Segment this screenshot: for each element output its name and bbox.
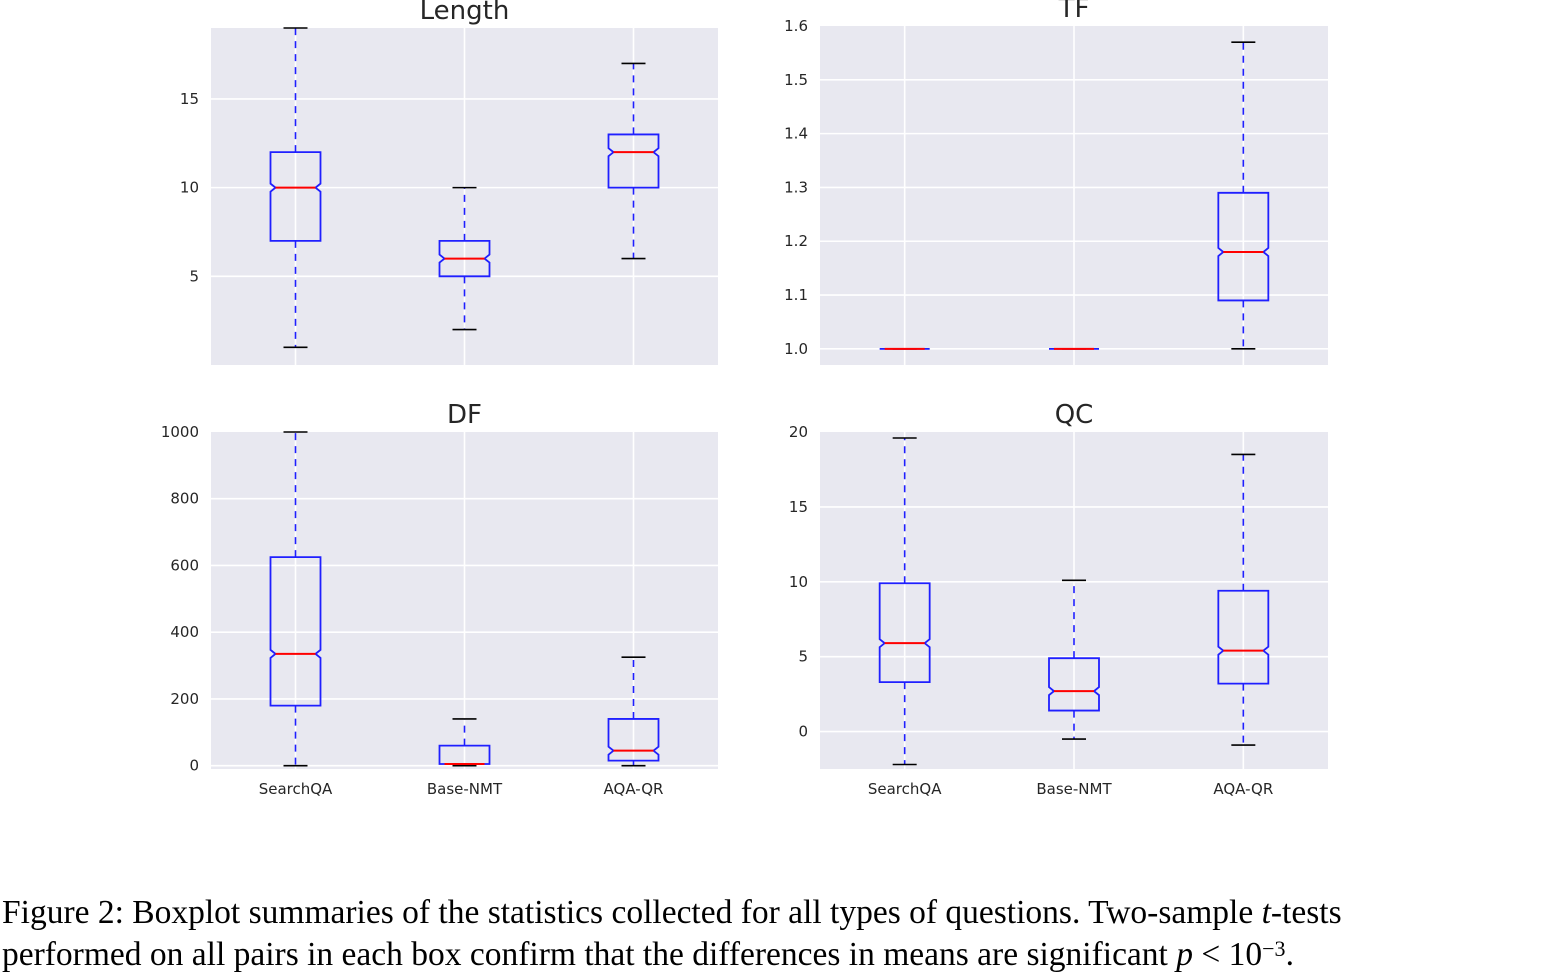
- y-tick-label: 1000: [161, 423, 199, 441]
- caption-lt-symbol: < 10: [1192, 936, 1263, 973]
- y-tick-label: 600: [170, 556, 199, 574]
- y-tick-label: 10: [180, 179, 199, 197]
- box-base-nmt: [438, 186, 491, 331]
- figure-caption: Figure 2: Boxplot summaries of the stati…: [2, 892, 1552, 976]
- box-aqa-qr: [1217, 453, 1270, 746]
- box-base-nmt: [438, 718, 491, 767]
- caption-line-2: performed on all pairs in each box confi…: [2, 934, 1552, 976]
- y-tick-label: 1.0: [784, 340, 808, 358]
- iqr-box: [438, 744, 491, 765]
- iqr-box: [1217, 191, 1270, 302]
- y-tick-label: 1.2: [784, 232, 808, 250]
- box-aqa-qr: [1217, 41, 1270, 350]
- y-tick-label: 0: [189, 757, 199, 775]
- y-tick-label: 5: [798, 648, 808, 666]
- panel-title: QC: [1055, 400, 1094, 430]
- caption-exponent: −3: [1262, 936, 1286, 961]
- box-aqa-qr: [607, 656, 660, 767]
- iqr-box: [1048, 657, 1100, 712]
- x-tick-label: AQA-QR: [1213, 780, 1273, 798]
- caption-line1-prefix: Figure 2: Boxplot summaries of the stati…: [2, 894, 1262, 931]
- y-tick-label: 0: [798, 723, 808, 741]
- x-tick-label: SearchQA: [868, 780, 942, 798]
- caption-line2-end: .: [1285, 936, 1294, 973]
- box-searchqa: [878, 437, 931, 766]
- iqr-box: [438, 239, 491, 278]
- caption-line2-prefix: performed on all pairs in each box confi…: [2, 936, 1177, 973]
- panel-tf: 1.0 1.1 1.2 1.3 1.4 1.5 1.6 TF: [784, 0, 1328, 365]
- caption-t-symbol: t: [1261, 894, 1271, 931]
- panel-length: 5 10 15 Length: [180, 0, 718, 365]
- caption-line1-suffix: -tests: [1270, 894, 1342, 931]
- panel-qc: 0 5 10 15 20 QC SearchQA Base-NMT AQA-QR: [789, 400, 1328, 798]
- y-tick-label: 1.6: [784, 17, 808, 35]
- iqr-box: [607, 133, 660, 189]
- box-searchqa: [269, 27, 322, 349]
- panel-title: DF: [447, 400, 482, 430]
- iqr-box: [607, 718, 660, 762]
- y-tick-label: 1.1: [784, 286, 808, 304]
- y-tick-label: 15: [789, 498, 808, 516]
- iqr-box: [269, 556, 322, 707]
- y-tick-label: 200: [170, 690, 199, 708]
- figure-boxplots: 51015Length1.01.11.21.31.41.51.6TF020040…: [161, 0, 1328, 798]
- y-tick-label: 400: [170, 623, 199, 641]
- y-tick-label: 15: [180, 90, 199, 108]
- panel-title: TF: [1058, 0, 1090, 24]
- y-tick-label: 20: [789, 423, 808, 441]
- x-tick-label: SearchQA: [259, 780, 333, 798]
- x-tick-label: Base-NMT: [427, 780, 503, 798]
- x-tick-label: Base-NMT: [1036, 780, 1112, 798]
- iqr-box: [878, 582, 931, 684]
- y-tick-label: 1.4: [784, 125, 808, 143]
- box-base-nmt: [1048, 579, 1100, 740]
- y-tick-label: 5: [189, 267, 199, 285]
- y-tick-label: 1.3: [784, 178, 808, 196]
- y-tick-label: 10: [789, 573, 808, 591]
- x-tick-label: AQA-QR: [604, 780, 664, 798]
- y-tick-label: 1.5: [784, 71, 808, 89]
- box-aqa-qr: [607, 62, 660, 260]
- panel-df: 0 200 400 600 800 1000 DF SearchQA Base-NMT AQA-Q…: [161, 400, 718, 798]
- panel-title: Length: [420, 0, 510, 26]
- caption-p-symbol: p: [1176, 936, 1193, 973]
- box-searchqa: [269, 431, 322, 767]
- iqr-box: [1217, 589, 1270, 685]
- y-tick-label: 800: [170, 490, 199, 508]
- iqr-box: [269, 151, 322, 242]
- caption-line-1: Figure 2: Boxplot summaries of the stati…: [2, 892, 1552, 934]
